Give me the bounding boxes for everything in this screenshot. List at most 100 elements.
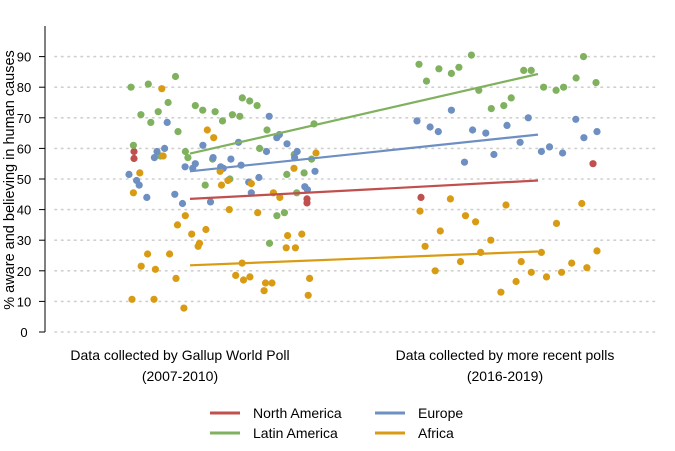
data-point — [232, 271, 240, 279]
y-tick-label: 0 — [20, 325, 27, 340]
trend-line — [189, 72, 539, 155]
data-point — [184, 154, 192, 162]
data-point — [283, 140, 291, 148]
trend-line — [189, 133, 539, 173]
data-point — [127, 83, 135, 91]
data-point — [446, 195, 454, 203]
data-point — [181, 147, 189, 156]
data-point — [199, 106, 207, 114]
data-point — [559, 149, 567, 157]
y-tick-label: 10 — [17, 294, 31, 309]
data-point — [472, 218, 480, 226]
data-point — [284, 232, 292, 240]
data-point — [552, 219, 561, 227]
data-point — [572, 74, 580, 82]
data-point — [447, 106, 455, 114]
legend-label: Latin America — [253, 425, 338, 441]
data-point — [537, 147, 546, 156]
data-point — [173, 221, 182, 229]
data-point — [431, 267, 439, 275]
data-point — [487, 105, 495, 113]
data-point — [303, 199, 311, 207]
data-point — [188, 230, 196, 238]
trend-lines — [189, 72, 539, 267]
data-point — [461, 212, 470, 220]
data-points — [125, 51, 601, 312]
gridlines — [54, 55, 656, 333]
data-point — [417, 193, 425, 201]
data-point — [434, 128, 442, 136]
data-point — [593, 128, 601, 136]
data-point — [422, 77, 431, 85]
data-point — [246, 97, 254, 105]
data-point — [246, 273, 254, 281]
data-point — [537, 248, 546, 256]
data-point — [487, 236, 495, 244]
data-point — [159, 152, 167, 160]
data-point — [421, 242, 429, 250]
data-point — [298, 230, 306, 238]
data-point — [579, 53, 588, 61]
data-point — [136, 169, 144, 177]
data-point — [560, 83, 568, 91]
y-axis: 0 10 20 30 40 50 60 70 80 90 — [17, 26, 46, 340]
data-point — [130, 154, 138, 163]
x-axis-labels: Data collected by Gallup World Poll (2007… — [70, 347, 614, 384]
data-point — [201, 181, 209, 189]
data-point — [163, 118, 171, 126]
data-point — [172, 274, 180, 282]
data-point — [300, 169, 308, 177]
y-tick-label: 90 — [17, 50, 31, 65]
data-point — [261, 279, 270, 287]
data-point — [516, 138, 524, 146]
data-point — [129, 141, 137, 149]
data-point — [558, 268, 566, 276]
data-point — [135, 181, 143, 189]
data-point — [268, 279, 276, 287]
data-point — [181, 163, 189, 171]
data-point — [209, 154, 217, 162]
data-point — [593, 247, 601, 255]
data-point — [174, 128, 182, 136]
data-point — [154, 108, 162, 116]
data-point — [540, 83, 548, 91]
data-point — [191, 160, 199, 168]
data-point — [260, 287, 268, 295]
data-point — [262, 147, 271, 156]
y-tick-label: 20 — [17, 264, 31, 279]
data-point — [178, 199, 187, 208]
data-point — [224, 176, 232, 185]
data-point — [137, 262, 145, 270]
data-point — [143, 193, 151, 201]
data-point — [129, 189, 137, 197]
legend: North America Latin America Europe Africa — [210, 405, 463, 441]
data-point — [253, 102, 261, 110]
data-point — [545, 143, 554, 151]
data-point — [578, 199, 586, 208]
data-point — [166, 250, 174, 258]
data-point — [171, 72, 180, 81]
y-tick-label: 70 — [17, 111, 31, 126]
data-point — [304, 291, 312, 299]
data-point — [291, 244, 299, 252]
data-point — [150, 154, 158, 162]
data-point — [144, 250, 152, 258]
data-point — [460, 158, 469, 166]
data-point — [255, 173, 263, 182]
data-point — [273, 212, 281, 220]
data-point — [151, 265, 159, 273]
data-point — [211, 108, 219, 116]
data-point — [456, 258, 465, 266]
data-point — [312, 149, 320, 157]
data-point — [203, 126, 211, 134]
data-point — [265, 239, 274, 247]
data-point — [210, 134, 218, 142]
y-axis-label: % aware and believing in human causes — [2, 50, 18, 310]
y-tick-label: 40 — [17, 203, 31, 218]
data-point — [568, 259, 576, 267]
data-point — [415, 60, 423, 68]
data-point — [416, 207, 424, 215]
data-point — [413, 117, 421, 125]
data-point — [520, 66, 528, 74]
